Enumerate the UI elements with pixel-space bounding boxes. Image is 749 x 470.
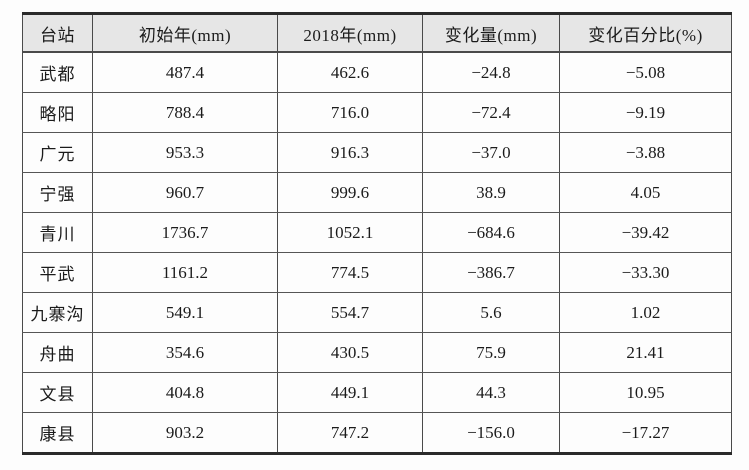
change-percent-value-cell: 10.95 (559, 372, 732, 413)
initial-year-value-cell: 1161.2 (92, 252, 278, 293)
change-amount-value-cell: −37.0 (422, 132, 560, 173)
year-2018-value-cell: 747.2 (277, 412, 423, 454)
col-header-change-amount: 变化量(mm) (422, 13, 560, 53)
initial-year-value-cell: 788.4 (92, 92, 278, 133)
year-2018-value-cell: 462.6 (277, 51, 423, 93)
change-amount-value-cell: 38.9 (422, 172, 560, 213)
change-percent-value-cell: 21.41 (559, 332, 732, 373)
station-name-cell: 九寨沟 (22, 292, 93, 333)
table-row: 文县 404.8 449.1 44.3 10.95 (22, 372, 732, 413)
initial-year-value-cell: 903.2 (92, 412, 278, 454)
table-row: 略阳 788.4 716.0 −72.4 −9.19 (22, 92, 732, 133)
table-row: 九寨沟 549.1 554.7 5.6 1.02 (22, 292, 732, 333)
table-row: 青川 1736.7 1052.1 −684.6 −39.42 (22, 212, 732, 253)
header-row: 台站 初始年(mm) 2018年(mm) 变化量(mm) 变化百分比(%) (22, 13, 732, 53)
col-header-year-2018: 2018年(mm) (277, 13, 423, 53)
change-percent-value-cell: −9.19 (559, 92, 732, 133)
station-name-cell: 青川 (22, 212, 93, 253)
change-amount-value-cell: −72.4 (422, 92, 560, 133)
year-2018-value-cell: 916.3 (277, 132, 423, 173)
station-name-cell: 广元 (22, 132, 93, 173)
change-percent-value-cell: −39.42 (559, 212, 732, 253)
change-percent-value-cell: 1.02 (559, 292, 732, 333)
table-row: 平武 1161.2 774.5 −386.7 −33.30 (22, 252, 732, 293)
year-2018-value-cell: 554.7 (277, 292, 423, 333)
initial-year-value-cell: 953.3 (92, 132, 278, 173)
change-amount-value-cell: −386.7 (422, 252, 560, 293)
change-percent-value-cell: −33.30 (559, 252, 732, 293)
station-name-cell: 康县 (22, 412, 93, 454)
change-amount-value-cell: −24.8 (422, 51, 560, 93)
table-row: 广元 953.3 916.3 −37.0 −3.88 (22, 132, 732, 173)
year-2018-value-cell: 449.1 (277, 372, 423, 413)
change-amount-value-cell: 75.9 (422, 332, 560, 373)
year-2018-value-cell: 716.0 (277, 92, 423, 133)
station-name-cell: 舟曲 (22, 332, 93, 373)
table-row: 康县 903.2 747.2 −156.0 −17.27 (22, 412, 732, 454)
initial-year-value-cell: 960.7 (92, 172, 278, 213)
change-amount-value-cell: −156.0 (422, 412, 560, 454)
table-row: 宁强 960.7 999.6 38.9 4.05 (22, 172, 732, 213)
table-row: 武都 487.4 462.6 −24.8 −5.08 (22, 51, 732, 93)
year-2018-value-cell: 774.5 (277, 252, 423, 293)
station-name-cell: 宁强 (22, 172, 93, 213)
table-row: 舟曲 354.6 430.5 75.9 21.41 (22, 332, 732, 373)
station-name-cell: 文县 (22, 372, 93, 413)
change-amount-value-cell: 44.3 (422, 372, 560, 413)
initial-year-value-cell: 354.6 (92, 332, 278, 373)
station-name-cell: 武都 (22, 51, 93, 93)
change-percent-value-cell: −3.88 (559, 132, 732, 173)
station-name-cell: 略阳 (22, 92, 93, 133)
initial-year-value-cell: 1736.7 (92, 212, 278, 253)
year-2018-value-cell: 430.5 (277, 332, 423, 373)
initial-year-value-cell: 404.8 (92, 372, 278, 413)
change-amount-value-cell: −684.6 (422, 212, 560, 253)
year-2018-value-cell: 1052.1 (277, 212, 423, 253)
initial-year-value-cell: 487.4 (92, 51, 278, 93)
change-percent-value-cell: −5.08 (559, 51, 732, 93)
change-percent-value-cell: 4.05 (559, 172, 732, 213)
change-amount-value-cell: 5.6 (422, 292, 560, 333)
precipitation-table: 台站 初始年(mm) 2018年(mm) 变化量(mm) 变化百分比(%) 武都… (22, 12, 732, 455)
initial-year-value-cell: 549.1 (92, 292, 278, 333)
change-percent-value-cell: −17.27 (559, 412, 732, 454)
year-2018-value-cell: 999.6 (277, 172, 423, 213)
col-header-initial-year: 初始年(mm) (92, 13, 278, 53)
col-header-station: 台站 (22, 13, 93, 53)
station-name-cell: 平武 (22, 252, 93, 293)
table-body: 武都 487.4 462.6 −24.8 −5.08 略阳 788.4 716.… (22, 51, 732, 454)
col-header-change-percent: 变化百分比(%) (559, 13, 732, 53)
